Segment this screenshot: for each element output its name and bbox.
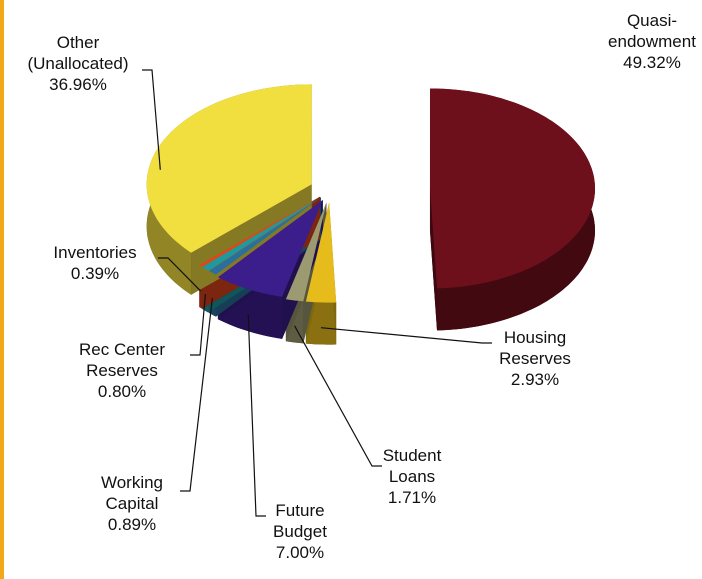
category-label: Rec Center Reserves [79, 340, 165, 380]
category-label: Housing Reserves [499, 328, 571, 368]
leader-line [293, 325, 382, 467]
category-label: Other (Unallocated) [27, 33, 128, 73]
value-label: 0.89% [108, 515, 156, 534]
slice [429, 88, 595, 289]
slice [199, 196, 320, 267]
slice-tops [146, 84, 595, 303]
leader-line [180, 297, 213, 492]
slice [146, 84, 312, 253]
slice [209, 197, 321, 275]
slice-wall [429, 188, 438, 331]
category-label: Quasi-endowment [608, 11, 696, 51]
category-label: Future Budget [273, 501, 327, 541]
leader-line [142, 69, 161, 170]
leader-line [247, 314, 266, 517]
leader-line [190, 294, 206, 356]
value-label: 0.80% [98, 382, 146, 401]
value-label: 2.93% [511, 370, 559, 389]
value-label: 49.32% [623, 53, 681, 72]
slice [202, 197, 321, 271]
value-label: 7.00% [276, 543, 324, 562]
value-label: 0.39% [71, 264, 119, 283]
slice [285, 202, 327, 302]
category-label: Working Capital [101, 473, 163, 513]
category-label: Inventories [53, 243, 136, 262]
slice-rim [305, 301, 337, 345]
category-label: Student Loans [383, 446, 442, 486]
slice [217, 199, 323, 297]
leader-line [158, 257, 202, 292]
slice [305, 202, 337, 303]
value-label: 36.96% [49, 75, 107, 94]
labels: Quasi-endowment 49.32% Housing Reserves 2.93… [27, 11, 696, 562]
value-label: 1.71% [388, 488, 436, 507]
leader-line [320, 327, 492, 344]
frame-edge [0, 0, 4, 579]
